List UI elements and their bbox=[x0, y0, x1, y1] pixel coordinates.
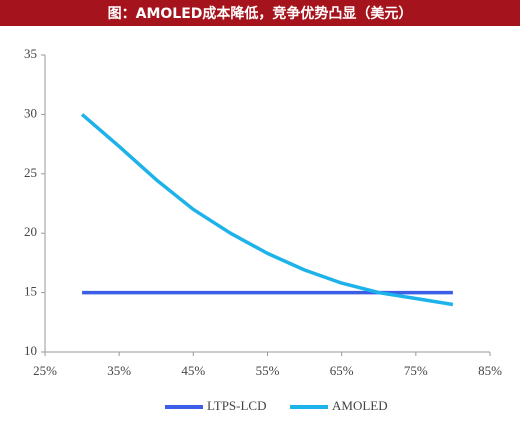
x-tick-label: 75% bbox=[404, 363, 428, 378]
y-tick-label: 25 bbox=[24, 165, 37, 180]
line-series bbox=[80, 113, 454, 307]
y-tick-label: 15 bbox=[24, 284, 37, 299]
x-tick-label: 85% bbox=[478, 363, 502, 378]
legend-label: AMOLED bbox=[332, 398, 388, 413]
chart-title: 图：AMOLED成本降低，竞争优势凸显（美元） bbox=[108, 5, 413, 22]
x-tick-label: 55% bbox=[256, 363, 280, 378]
y-tick-label: 35 bbox=[24, 46, 37, 61]
x-tick-label: 35% bbox=[107, 363, 131, 378]
title-bar bbox=[0, 0, 520, 26]
y-tick-label: 20 bbox=[24, 224, 37, 239]
x-tick-label: 25% bbox=[33, 363, 57, 378]
y-tick-label: 30 bbox=[24, 105, 37, 120]
legend-label: LTPS-LCD bbox=[207, 398, 266, 413]
x-tick-label: 45% bbox=[181, 363, 205, 378]
x-tick-label: 65% bbox=[330, 363, 354, 378]
y-tick-label: 10 bbox=[24, 343, 37, 358]
